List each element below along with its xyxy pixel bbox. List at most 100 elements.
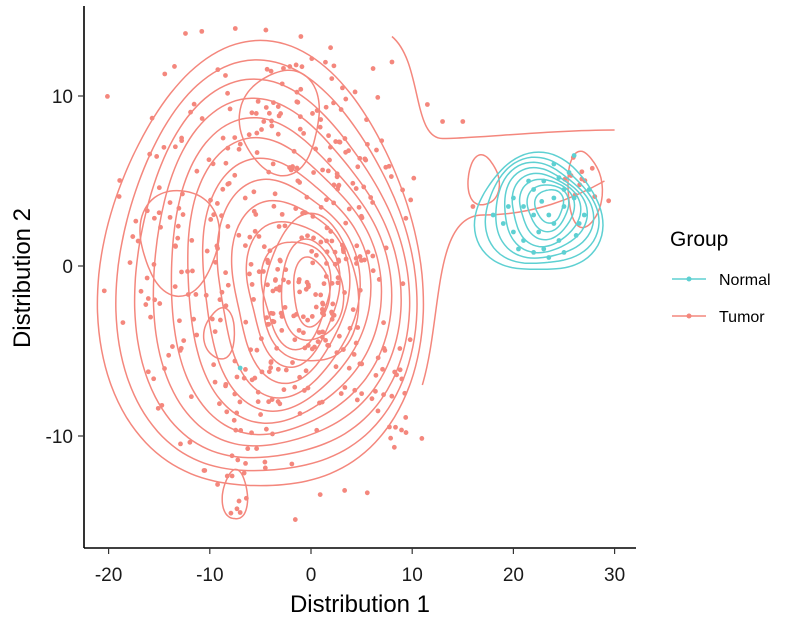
tumor-point [180,212,186,217]
tumor-point [324,249,330,255]
tumor-point [338,391,344,396]
tumor-point [281,387,287,393]
tumor-point [162,71,168,77]
tumor-point [342,136,348,141]
tumor-point [248,347,254,353]
normal-point [561,250,567,255]
normal-point [511,195,516,201]
normal-point [536,229,542,235]
normal-point [561,204,567,209]
tumor-density-contours [96,35,615,520]
tumor-point [263,105,269,110]
tumor-point [187,439,193,445]
tumor-point [247,271,252,277]
tumor-point [161,144,167,150]
tumor-point [236,146,242,152]
tumor-point [275,366,281,372]
normal-point [521,204,526,209]
tumor-point [297,114,303,120]
tumor-point [394,372,399,378]
tumor-point [277,401,283,407]
tumor-point [179,135,185,141]
tumor-point [399,376,405,382]
tumor-point [232,358,238,364]
tumor-point [269,397,275,402]
tumor-point [353,340,359,346]
tumor-point [274,345,280,351]
tumor-point [135,238,141,244]
tumor-point [199,28,205,34]
tumor-point [381,392,386,398]
normal-point [500,221,506,226]
tumor-point [209,316,215,322]
tumor-point [275,104,281,109]
tumor-point [148,314,153,320]
tumor-point [393,424,398,430]
tumor-point [173,244,178,249]
tumor-point [167,200,173,206]
legend-key-tumor [672,313,706,319]
tumor-point [151,262,157,267]
tumor-point [117,178,123,183]
normal-point [526,178,531,184]
tumor-point [309,314,315,319]
tumor-point [177,318,182,324]
tumor-point [313,304,319,310]
tumor-point [276,224,282,229]
tumor-contour [230,199,351,385]
tumor-point [319,310,325,316]
tumor-point [292,337,298,343]
tumor-point [217,317,223,323]
tumor-point [266,169,272,175]
tumor-point [176,205,182,211]
tumor-point [357,254,363,259]
tumor-point [373,372,379,378]
tumor-point [130,234,136,239]
tumor-point [340,347,346,352]
tumor-point [346,206,352,212]
tumor-point [271,319,277,325]
normal-point [561,187,567,192]
tumor-point [328,229,334,234]
tumor-point [235,457,241,463]
tumor-point [270,288,276,294]
tumor-point [323,59,328,65]
x-axis-title: Distribution 1 [290,591,430,618]
tumor-point [407,337,413,343]
tumor-point [266,369,272,375]
tumor-point [170,344,175,349]
tumor-contour [133,78,411,459]
tumor-point [305,343,311,348]
tumor-point [248,261,254,267]
tumor-point [151,376,157,382]
tumor-point [189,238,195,243]
tumor-point [389,393,395,399]
tumor-point [352,89,358,95]
tumor-point [326,133,331,139]
tumor-point [268,359,274,365]
normal-point [551,221,557,226]
tumor-point [215,482,220,487]
tumor-point [175,235,181,241]
tumor-point [300,314,306,320]
x-tick-label: 20 [503,565,524,586]
tumor-point [232,391,238,397]
tumor-point [143,302,149,307]
tumor-point [269,118,274,124]
tumor-point [305,233,310,239]
tumor-point [225,90,230,96]
tumor-point [236,498,242,504]
tumor-point [249,282,255,287]
tumor-point [290,360,295,365]
tumor-point [241,470,247,476]
tumor-point [220,135,226,141]
tumor-point [340,242,345,248]
tumor-point [219,289,225,295]
tumor-point [265,282,270,288]
tumor-point [331,100,336,106]
tumor-point [333,364,339,370]
tumor-point [258,336,264,342]
tumor-point [254,150,260,155]
tumor-point [369,396,375,402]
tumor-point [105,94,110,99]
